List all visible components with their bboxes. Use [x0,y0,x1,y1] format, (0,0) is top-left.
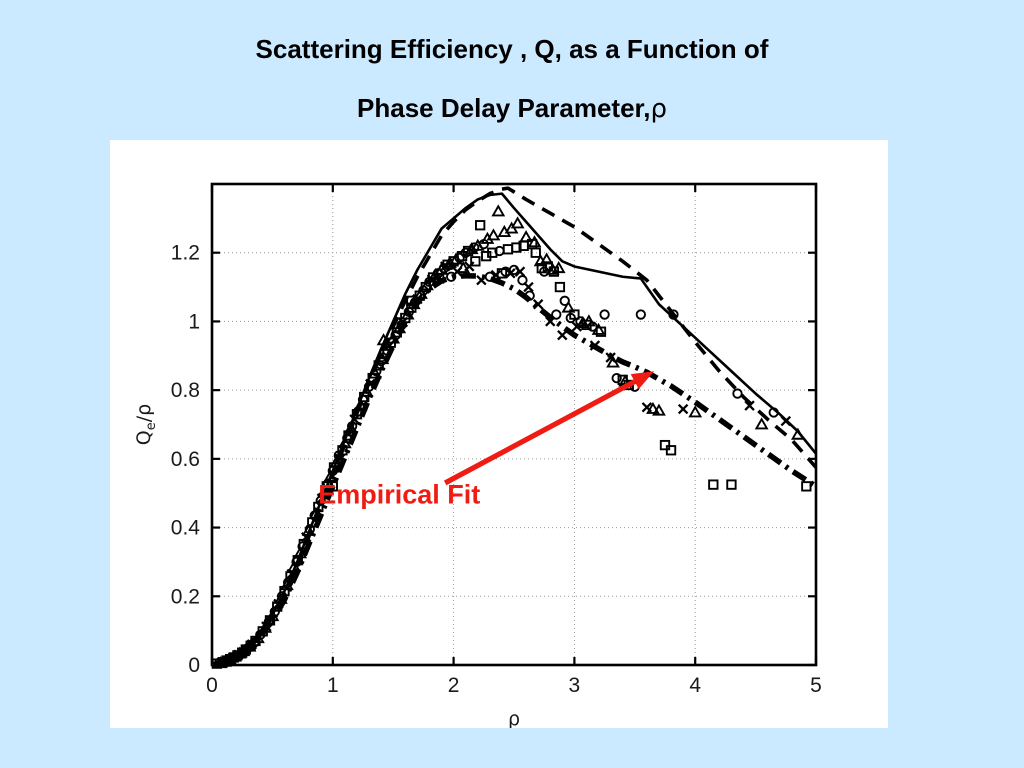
y-tick-label: 0.4 [171,517,201,540]
scatter-markers [211,204,812,669]
x-tick-label: 2 [448,674,460,697]
rho-symbol-title: ρ [650,94,667,124]
title-line-2: Phase Delay Parameter,ρ [62,95,962,122]
axis-tick-labels: 0 1 2 3 4 5 0 0.2 0.4 0.6 0.8 1 1.2 ρ Qe/ρ [133,242,822,728]
title-line-2-text: Phase Delay Parameter, [357,93,651,123]
title-line-1: Scattering Efficiency , Q, as a Function… [255,34,769,64]
x-axis-title: ρ [508,708,520,728]
y-tick-label: 0 [188,654,200,677]
x-tick-label: 0 [206,674,218,697]
chart-annotations: Empirical Fit [318,371,655,510]
axis-ticks [210,184,818,667]
curve-lines [211,186,818,668]
y-tick-label: 1 [188,310,200,333]
x-tick-label: 5 [810,674,822,697]
x-tick-label: 4 [689,674,701,697]
empirical-fit-label: Empirical Fit [318,480,480,510]
y-tick-label: 1.2 [171,242,200,265]
svg-text:Qe/ρ: Qe/ρ [133,404,159,445]
figure-card: 0 1 2 3 4 5 0 0.2 0.4 0.6 0.8 1 1.2 ρ Qe/ρ Empirical F… [110,140,888,728]
x-tick-label: 1 [327,674,339,697]
x-tick-label: 3 [569,674,581,697]
y-tick-label: 0.2 [171,585,200,608]
scattering-efficiency-chart: 0 1 2 3 4 5 0 0.2 0.4 0.6 0.8 1 1.2 ρ Qe/ρ Empirical F… [133,182,822,728]
y-tick-label: 0.6 [171,448,200,471]
y-tick-label: 0.8 [171,379,200,402]
page-title: Scattering Efficiency , Q, as a Function… [62,36,962,122]
y-axis-title: Qe/ρ [133,404,159,445]
plot-frame [210,182,818,667]
